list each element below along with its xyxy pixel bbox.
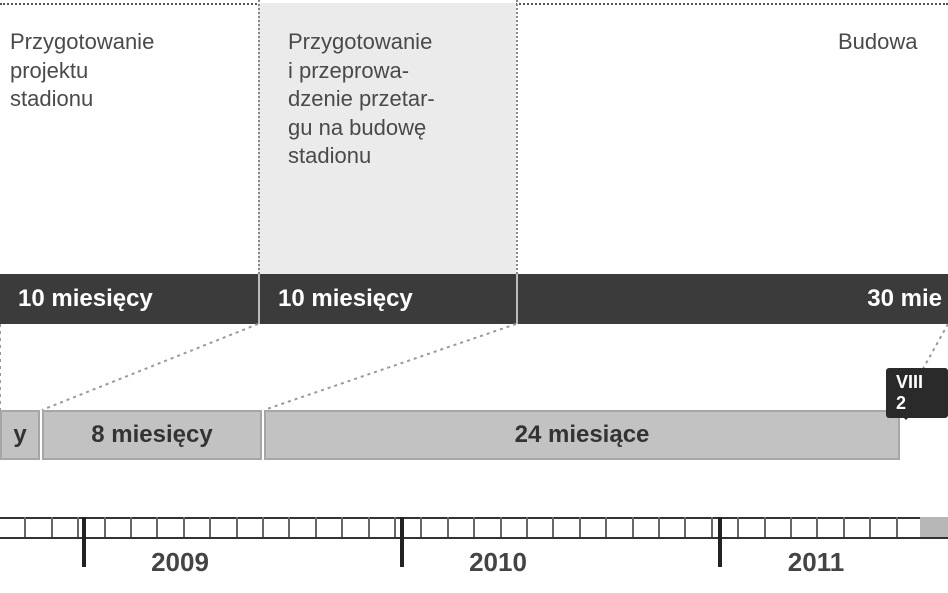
axis-month-tick — [449, 517, 475, 537]
axis-month-tick — [739, 517, 765, 537]
axis-month-tick — [211, 517, 237, 537]
axis-month-tick — [713, 517, 739, 537]
axis-month-tick — [528, 517, 554, 537]
axis-month-tick — [818, 517, 844, 537]
actual-bar: y — [0, 410, 40, 460]
axis-year-tick — [400, 517, 404, 567]
axis-month-tick — [317, 517, 343, 537]
date-flag: VIII 2 — [886, 368, 948, 418]
phase-label: Przygotowanie i przeprowa- dzenie przeta… — [288, 28, 518, 171]
axis-year-label: 2010 — [448, 547, 548, 578]
axis-month-tick — [686, 517, 712, 537]
axis-month-tick — [554, 517, 580, 537]
axis-month-tick — [264, 517, 290, 537]
axis-gray-tail — [920, 517, 948, 537]
axis-year-tick — [718, 517, 722, 567]
phase-label: Budowa — [838, 28, 948, 57]
plan-bar: 30 mie — [518, 274, 948, 324]
date-flag-label: VIII 2 — [896, 372, 923, 413]
axis-month-tick — [106, 517, 132, 537]
axis-year-label: 2011 — [766, 547, 866, 578]
axis-year-tick — [82, 517, 86, 567]
axis-month-tick — [238, 517, 264, 537]
axis-month-tick — [845, 517, 871, 537]
axis-month-tick — [343, 517, 369, 537]
plan-bar: 10 miesięcy — [260, 274, 516, 324]
axis-month-tick — [290, 517, 316, 537]
phase-label: Przygotowanie projektu stadionu — [10, 28, 220, 114]
axis-month-tick — [871, 517, 897, 537]
axis-month-tick — [792, 517, 818, 537]
timeline-chart: Przygotowanie projektu stadionu Przygotow… — [0, 0, 948, 593]
plan-bar: 10 miesięcy — [0, 274, 258, 324]
axis-month-tick — [0, 517, 26, 537]
axis-line-bottom — [0, 537, 948, 539]
axis-month-tick — [607, 517, 633, 537]
axis-month-tick — [502, 517, 528, 537]
timeline-axis: 2009 2010 2011 — [0, 517, 948, 587]
axis-month-tick — [475, 517, 501, 537]
axis-month-tick — [660, 517, 686, 537]
axis-month-tick — [581, 517, 607, 537]
axis-month-tick — [26, 517, 52, 537]
axis-month-tick — [53, 517, 79, 537]
axis-month-tick — [766, 517, 792, 537]
axis-year-label: 2009 — [130, 547, 230, 578]
axis-month-tick — [370, 517, 396, 537]
axis-month-tick — [158, 517, 184, 537]
axis-month-tick — [422, 517, 448, 537]
axis-month-tick — [185, 517, 211, 537]
actual-bar: 24 miesiące — [264, 410, 900, 460]
axis-month-tick — [634, 517, 660, 537]
phase-divider — [258, 0, 260, 274]
actual-bar: 8 miesięcy — [42, 410, 262, 460]
axis-month-tick — [132, 517, 158, 537]
